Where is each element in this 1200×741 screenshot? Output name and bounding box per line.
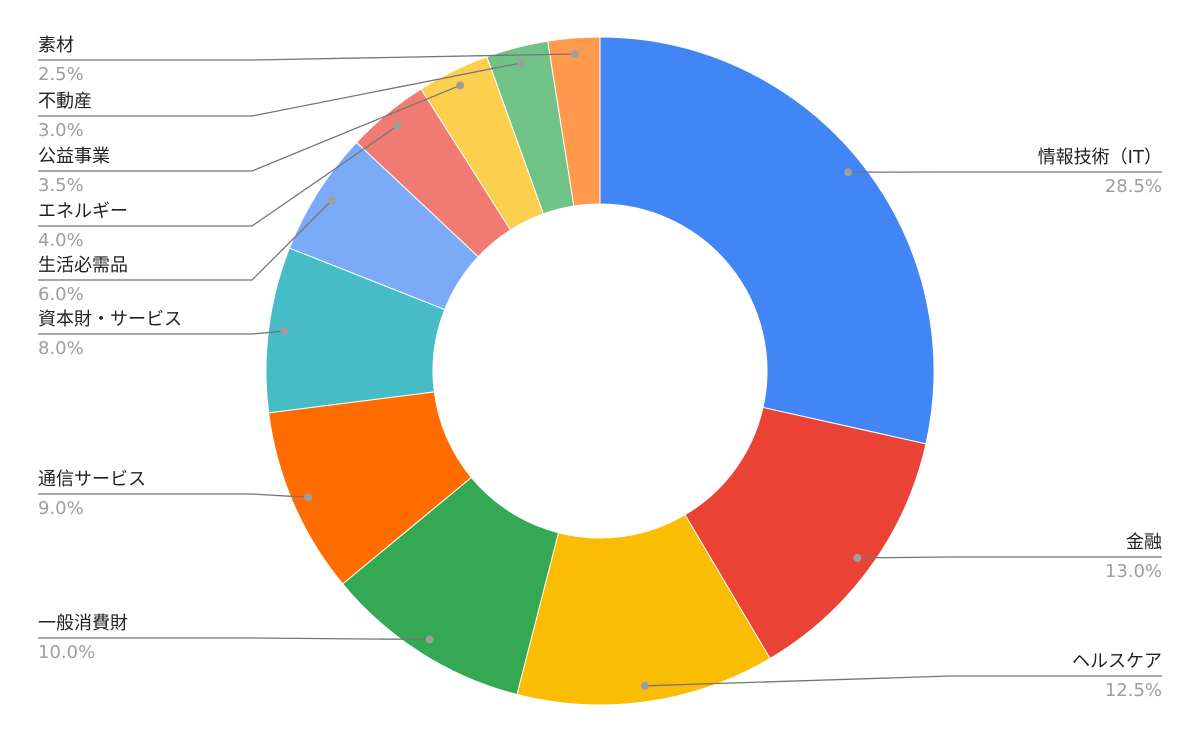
leader-line: [38, 637, 430, 641]
slice-value-label: 8.0%: [38, 338, 84, 359]
slice-label: エネルギー: [38, 201, 128, 222]
slice: [599, 36, 935, 445]
slice: [684, 406, 927, 660]
leader-line: [38, 125, 398, 227]
slice-value-label: 4.0%: [38, 230, 84, 251]
slice-value-label: 12.5%: [1105, 680, 1162, 701]
slice-value-label: 2.5%: [38, 64, 84, 85]
leader-line: [38, 493, 309, 498]
leader-dot: [456, 81, 465, 90]
leader-dot: [280, 327, 289, 336]
leader-dot: [327, 196, 336, 205]
slice-value-label: 28.5%: [1105, 176, 1162, 197]
leader-line: [38, 200, 332, 281]
leader-dot: [853, 553, 862, 562]
leader-line: [644, 675, 1162, 687]
leader-line: [38, 330, 285, 335]
slice-label: 素材: [38, 35, 74, 56]
slice-label: 情報技術（IT）: [1038, 147, 1162, 168]
leader-dot: [425, 635, 434, 644]
leader-line: [38, 62, 522, 117]
slice-label: 生活必需品: [38, 255, 128, 276]
slice-label: 通信サービス: [38, 469, 146, 490]
slice-value-label: 10.0%: [38, 642, 95, 663]
slice-value-label: 13.0%: [1105, 561, 1162, 582]
slice-label: 資本財・サービス: [38, 309, 182, 330]
slice-value-label: 6.0%: [38, 284, 84, 305]
leader-dot: [640, 681, 649, 690]
leader-line: [38, 84, 461, 172]
leader-dot: [393, 121, 402, 130]
slice-label: 金融: [1126, 532, 1162, 553]
leader-line: [857, 556, 1162, 559]
slice-value-label: 9.0%: [38, 498, 84, 519]
slice-label: 一般消費財: [38, 613, 128, 634]
slice-label: 不動産: [38, 91, 92, 112]
slice: [516, 514, 771, 706]
slice-label: ヘルスケア: [1072, 651, 1162, 672]
slice-value-label: 3.5%: [38, 175, 84, 196]
leader-dot: [304, 493, 313, 502]
slice-value-label: 3.0%: [38, 120, 84, 141]
leader-dot: [571, 49, 580, 58]
slice-label: 公益事業: [38, 146, 110, 167]
leader-dot: [844, 168, 853, 177]
leader-dot: [516, 58, 525, 67]
leader-line: [38, 53, 576, 61]
slice: [547, 36, 601, 207]
